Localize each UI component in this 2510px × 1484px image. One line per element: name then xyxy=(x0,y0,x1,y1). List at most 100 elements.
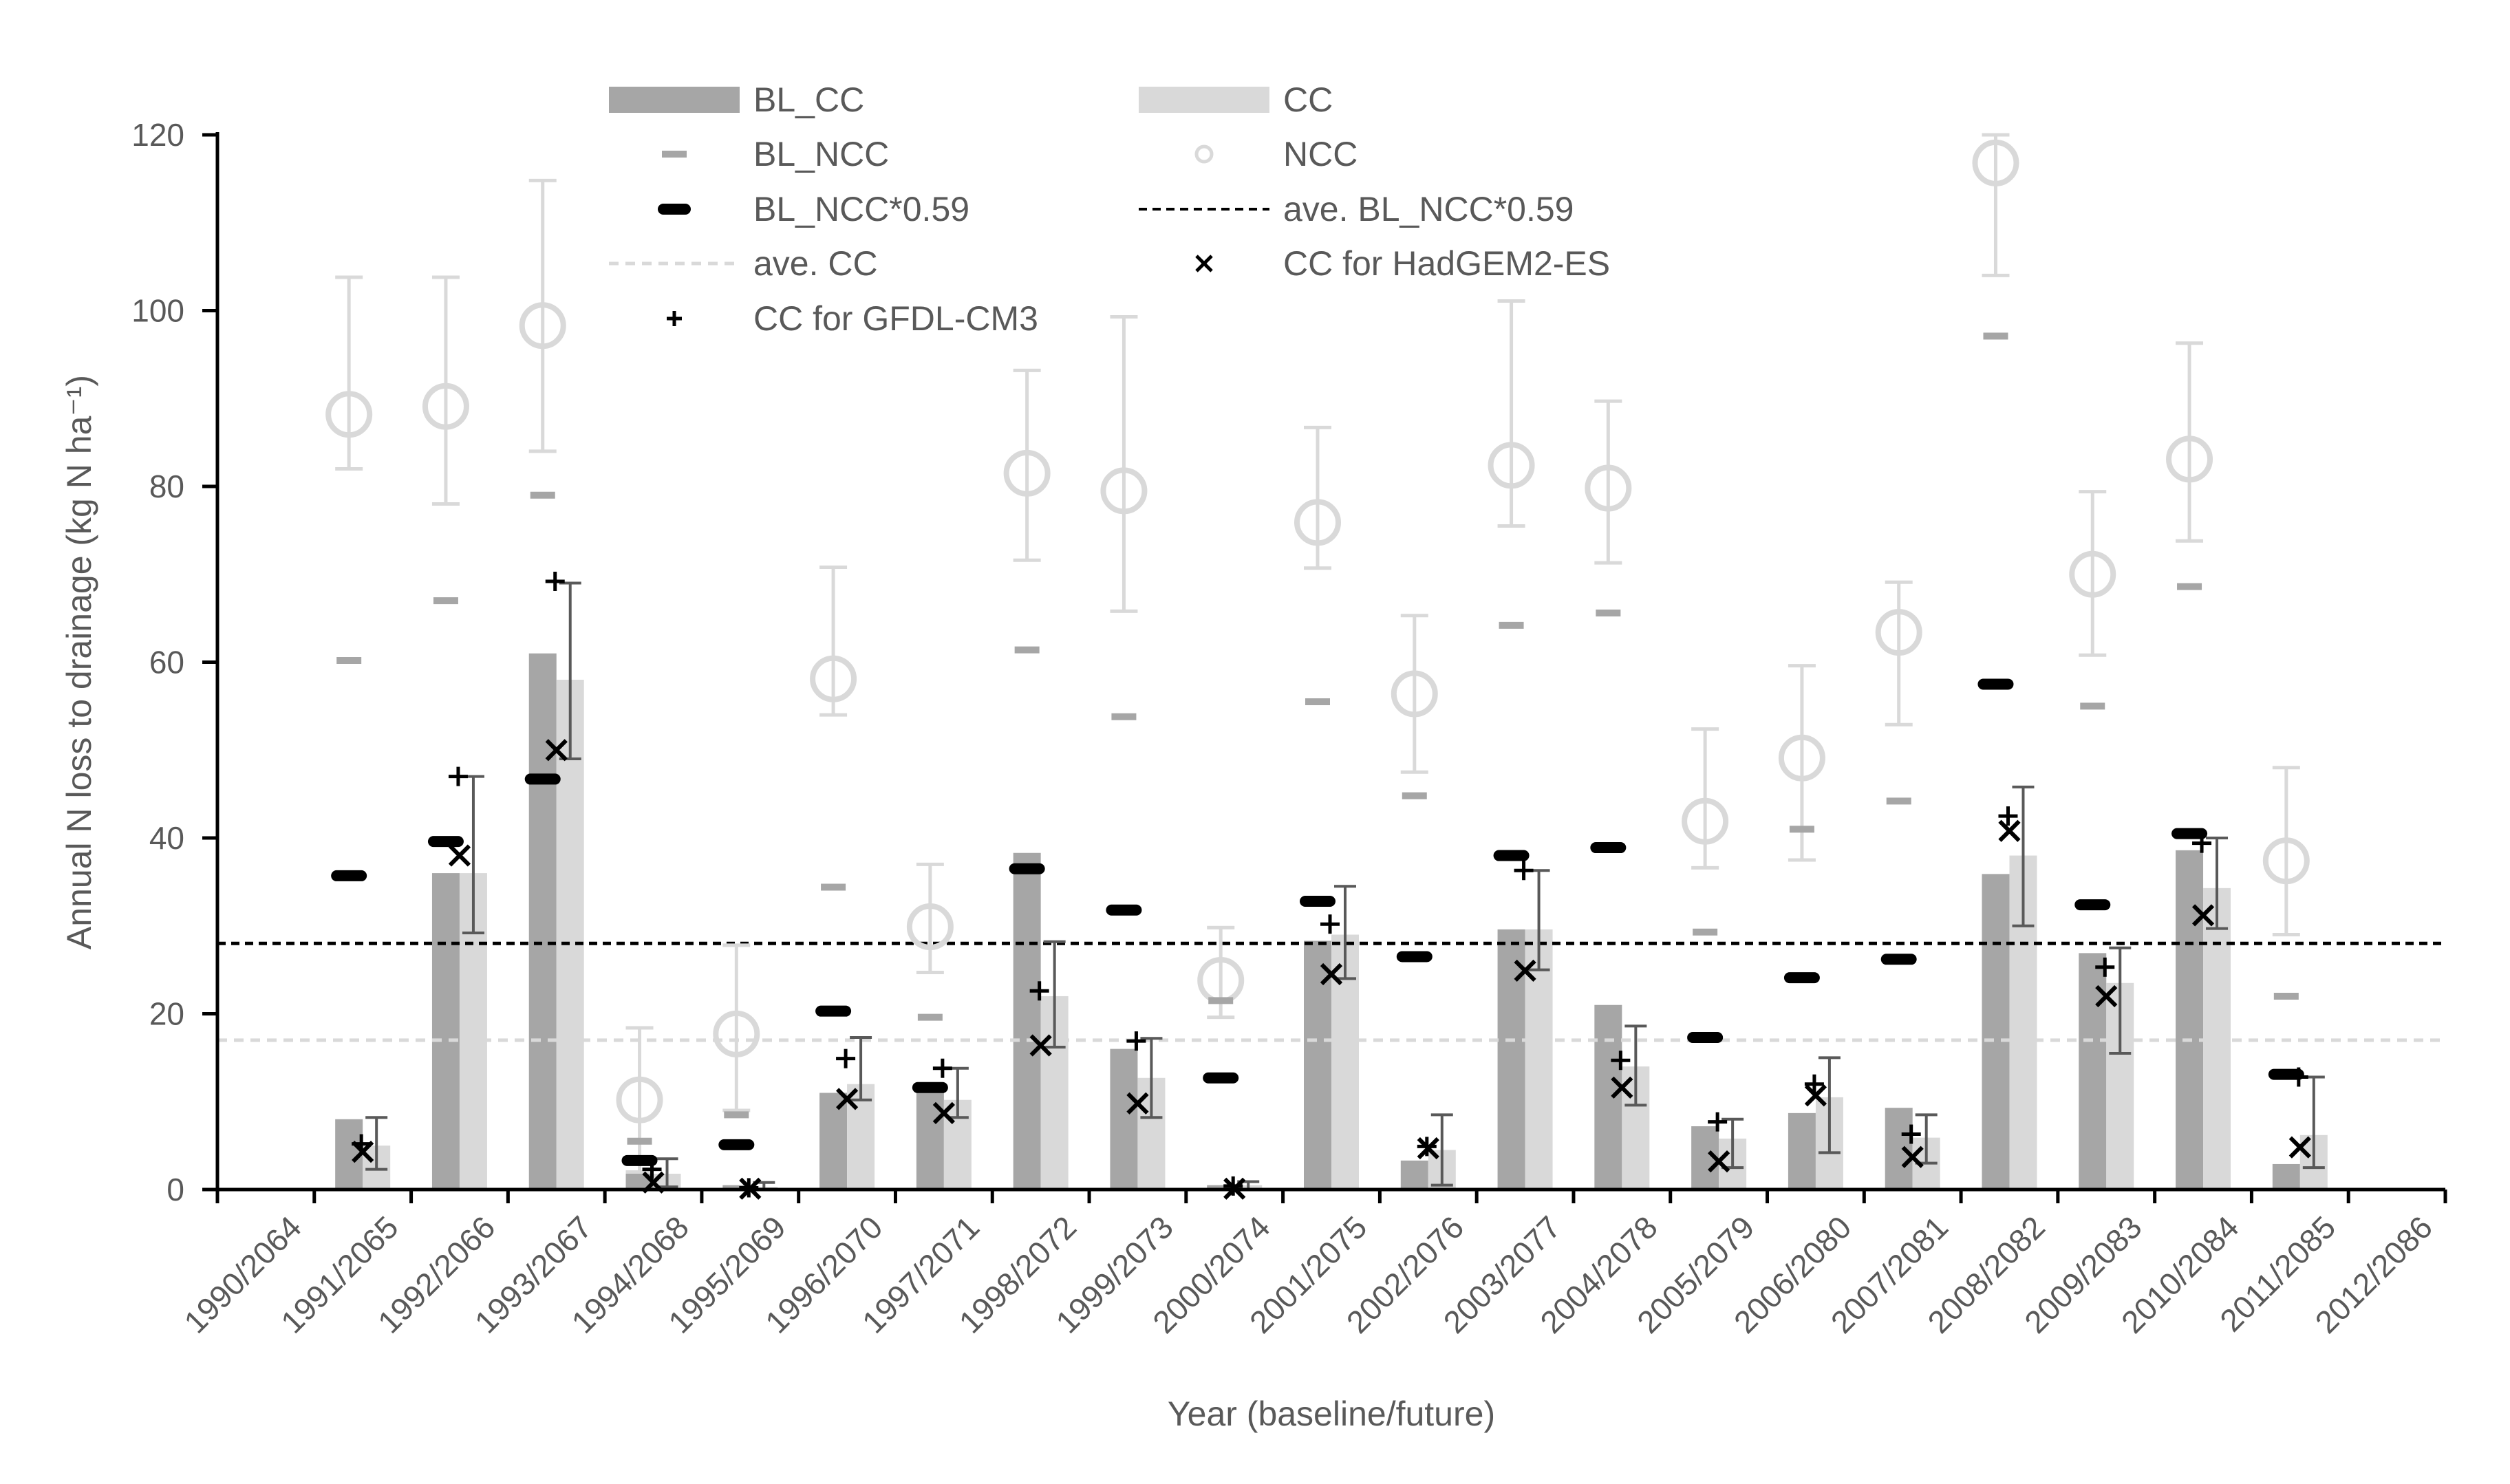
y-tick-label: 100 xyxy=(131,293,184,329)
bl-cc-bar xyxy=(1110,1049,1138,1190)
legend-swatch-hadgem-b xyxy=(1195,255,1213,272)
bl-cc-bar xyxy=(1013,852,1041,1190)
hadgem-x-b xyxy=(352,1140,374,1163)
y-tick-label: 40 xyxy=(149,820,184,856)
hadgem2-es-marker xyxy=(835,1088,859,1110)
ncc-marker xyxy=(1100,467,1148,515)
hadgem2-es-marker xyxy=(352,1140,374,1163)
hadgem2-es-marker xyxy=(1804,1084,1827,1107)
ncc-marker xyxy=(1778,734,1825,782)
y-tick-label: 120 xyxy=(131,117,184,153)
ncc-marker xyxy=(1682,797,1729,845)
ncc-marker xyxy=(810,655,857,702)
legend-label: BL_NCC*0.59 xyxy=(753,190,969,228)
bl-cc-bar xyxy=(916,1082,944,1190)
ncc-marker xyxy=(616,1076,663,1123)
bl-cc-bar xyxy=(2079,953,2107,1190)
hadgem2-es-marker xyxy=(448,844,471,867)
legend-item: CC for GFDL-CM3 xyxy=(667,299,1038,338)
ncc-marker xyxy=(1972,139,2019,186)
legend-label: CC for HadGEM2-ES xyxy=(1283,244,1610,283)
axes-layer: 0204060801001201990/20641991/20651992/20… xyxy=(60,117,2447,1433)
gfdl-cm3-marker xyxy=(1804,1074,1824,1094)
legend-item: CC for HadGEM2-ES xyxy=(1195,244,1610,283)
legend-label: BL_NCC xyxy=(753,135,889,173)
legend-label: ave. CC xyxy=(753,244,878,283)
ncc-marker xyxy=(1585,464,1632,512)
legend-item: BL_NCC*0.59 xyxy=(658,190,969,228)
gfdl-cm3-marker xyxy=(1320,914,1340,934)
ncc-marker xyxy=(713,1010,760,1057)
hadgem-x-b xyxy=(448,844,471,867)
bl-cc-bar xyxy=(1788,1112,1816,1190)
ncc-marker xyxy=(1003,449,1051,497)
bl-cc-bar xyxy=(1400,1160,1428,1190)
legend-label: CC xyxy=(1283,80,1333,119)
hadgem-x-b xyxy=(1126,1092,1149,1115)
hadgem-x-b xyxy=(1708,1150,1730,1173)
gfdl-cm3-marker xyxy=(1126,1031,1146,1051)
bl-cc-bar xyxy=(722,1185,751,1190)
legend-swatch-ncc xyxy=(1194,144,1214,164)
hadgem2-es-marker xyxy=(545,739,568,762)
legend-label: CC for GFDL-CM3 xyxy=(753,299,1038,338)
gfdl-cm3-marker xyxy=(2095,957,2115,977)
gfdl-cm3-marker xyxy=(2288,1067,2308,1087)
gfdl-cm3-marker xyxy=(448,766,468,786)
hadgem2-es-marker xyxy=(1611,1076,1633,1099)
gfdl-cm3-marker xyxy=(1611,1051,1631,1071)
ncc-marker xyxy=(1488,442,1535,489)
bl-cc-bar xyxy=(1982,874,2010,1190)
legend-label: ave. BL_NCC*0.59 xyxy=(1283,190,1574,228)
hadgem-x-b xyxy=(1320,963,1343,986)
hadgem2-es-marker xyxy=(1417,1137,1439,1160)
bl-cc-bar xyxy=(2272,1163,2300,1190)
y-tick-label: 0 xyxy=(167,1172,184,1207)
hadgem2-es-marker xyxy=(932,1101,955,1124)
legend-layer: BL_CC CC BL_NCC NCC BL_NCC*0.59 ave. BL_NCC*0… xyxy=(609,80,1610,338)
ncc-marker xyxy=(2262,837,2310,885)
y-tick-label: 20 xyxy=(149,996,184,1032)
ncc-marker xyxy=(2069,550,2116,598)
ncc-marker xyxy=(422,383,469,430)
legend-item: CC xyxy=(1139,80,1333,119)
y-tick-label: 60 xyxy=(149,645,184,680)
gfdl-cm3-marker xyxy=(932,1058,952,1078)
hadgem-x-b xyxy=(1514,959,1536,982)
bl-cc-bar xyxy=(1304,940,1331,1190)
gfdl-cm3-marker xyxy=(1029,981,1049,1001)
hadgem-x-b xyxy=(545,739,568,762)
ncc-marker xyxy=(325,391,373,438)
hadgem2-es-marker xyxy=(1708,1150,1730,1173)
legend-swatch-bl-cc xyxy=(609,87,740,113)
hadgem-x-b xyxy=(1611,1076,1633,1099)
ncc-marker xyxy=(1875,609,1922,656)
ncc-marker xyxy=(2166,435,2213,483)
gfdl-cm3-marker xyxy=(545,571,565,591)
hadgem-x-b xyxy=(2095,985,2118,1008)
series-layer xyxy=(217,133,2445,1200)
gfdl-cm3-marker xyxy=(1901,1124,1921,1144)
hadgem2-es-marker xyxy=(2288,1136,2311,1159)
bl-cc-bar xyxy=(1885,1108,1913,1190)
bl-cc-bar xyxy=(528,653,557,1190)
hadgem-x-b xyxy=(2191,904,2215,927)
legend-item: BL_CC xyxy=(609,80,864,119)
hadgem-x-b xyxy=(1901,1146,1924,1168)
ncc-marker xyxy=(519,302,566,350)
legend-item: BL_NCC xyxy=(662,135,889,173)
y-axis-title: Annual N loss to drainage (kg N ha⁻¹) xyxy=(60,375,98,949)
hadgem2-es-marker xyxy=(2095,985,2118,1008)
legend-item: ave. BL_NCC*0.59 xyxy=(1139,190,1574,228)
hadgem2-es-marker xyxy=(1029,1034,1052,1057)
hadgem2-es-marker xyxy=(2191,904,2215,927)
hadgem2-es-marker xyxy=(1901,1146,1924,1168)
bl-cc-bar xyxy=(819,1093,848,1190)
hadgem-x-b xyxy=(1417,1137,1439,1160)
bl-cc-bar xyxy=(431,873,460,1190)
gfdl-cm3-marker xyxy=(1514,861,1534,881)
hadgem-x-b xyxy=(1998,819,2021,842)
hadgem-x-b xyxy=(835,1088,859,1110)
legend-label: NCC xyxy=(1283,135,1358,173)
